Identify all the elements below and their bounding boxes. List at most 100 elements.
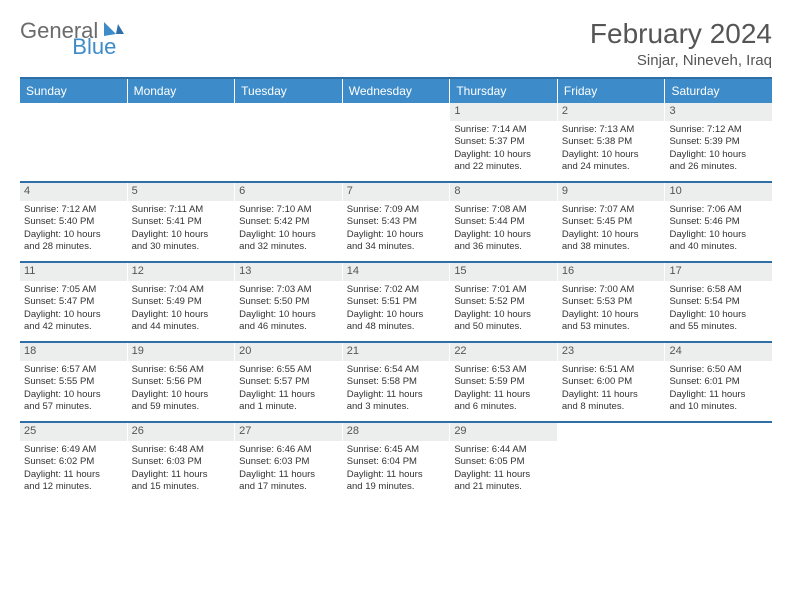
daylight-text: and 48 minutes. <box>347 321 446 333</box>
sunset-text: Sunset: 6:02 PM <box>24 456 123 468</box>
sunset-text: Sunset: 5:50 PM <box>239 296 338 308</box>
calendar-cell: 23Sunrise: 6:51 AMSunset: 6:00 PMDayligh… <box>558 343 666 421</box>
calendar-cell: 18Sunrise: 6:57 AMSunset: 5:55 PMDayligh… <box>20 343 128 421</box>
day-number: 10 <box>665 183 772 201</box>
calendar-cell: 1Sunrise: 7:14 AMSunset: 5:37 PMDaylight… <box>450 103 558 181</box>
daylight-text: Daylight: 10 hours <box>132 389 231 401</box>
day-number: 3 <box>665 103 772 121</box>
cell-body: Sunrise: 6:53 AMSunset: 5:59 PMDaylight:… <box>450 361 557 418</box>
sunrise-text: Sunrise: 7:10 AM <box>239 204 338 216</box>
daylight-text: Daylight: 11 hours <box>239 389 338 401</box>
calendar-week: 18Sunrise: 6:57 AMSunset: 5:55 PMDayligh… <box>20 341 772 421</box>
daylight-text: Daylight: 11 hours <box>669 389 768 401</box>
calendar-cell: 25Sunrise: 6:49 AMSunset: 6:02 PMDayligh… <box>20 423 128 501</box>
daylight-text: and 28 minutes. <box>24 241 123 253</box>
calendar-cell: 20Sunrise: 6:55 AMSunset: 5:57 PMDayligh… <box>235 343 343 421</box>
sunrise-text: Sunrise: 6:54 AM <box>347 364 446 376</box>
daylight-text: and 10 minutes. <box>669 401 768 413</box>
calendar-cell: 26Sunrise: 6:48 AMSunset: 6:03 PMDayligh… <box>128 423 236 501</box>
daylight-text: and 22 minutes. <box>454 161 553 173</box>
calendar-cell: 7Sunrise: 7:09 AMSunset: 5:43 PMDaylight… <box>343 183 451 261</box>
daylight-text: and 53 minutes. <box>562 321 661 333</box>
cell-body: Sunrise: 6:54 AMSunset: 5:58 PMDaylight:… <box>343 361 450 418</box>
sunset-text: Sunset: 5:59 PM <box>454 376 553 388</box>
calendar-week: 11Sunrise: 7:05 AMSunset: 5:47 PMDayligh… <box>20 261 772 341</box>
cell-body: Sunrise: 7:10 AMSunset: 5:42 PMDaylight:… <box>235 201 342 258</box>
calendar-cell: 12Sunrise: 7:04 AMSunset: 5:49 PMDayligh… <box>128 263 236 341</box>
sunrise-text: Sunrise: 7:12 AM <box>24 204 123 216</box>
cell-body: Sunrise: 7:12 AMSunset: 5:40 PMDaylight:… <box>20 201 127 258</box>
daylight-text: Daylight: 10 hours <box>562 229 661 241</box>
cell-body: Sunrise: 6:51 AMSunset: 6:00 PMDaylight:… <box>558 361 665 418</box>
sunset-text: Sunset: 5:49 PM <box>132 296 231 308</box>
daylight-text: Daylight: 11 hours <box>132 469 231 481</box>
daylight-text: and 40 minutes. <box>669 241 768 253</box>
cell-body: Sunrise: 7:06 AMSunset: 5:46 PMDaylight:… <box>665 201 772 258</box>
location-text: Sinjar, Nineveh, Iraq <box>590 52 772 69</box>
day-header: Saturday <box>665 79 772 103</box>
day-number: 26 <box>128 423 235 441</box>
day-number: 6 <box>235 183 342 201</box>
day-number: 22 <box>450 343 557 361</box>
calendar-cell: 14Sunrise: 7:02 AMSunset: 5:51 PMDayligh… <box>343 263 451 341</box>
calendar-cell: 13Sunrise: 7:03 AMSunset: 5:50 PMDayligh… <box>235 263 343 341</box>
daylight-text: Daylight: 10 hours <box>562 309 661 321</box>
sunrise-text: Sunrise: 6:57 AM <box>24 364 123 376</box>
daylight-text: Daylight: 11 hours <box>562 389 661 401</box>
calendar-cell: 4Sunrise: 7:12 AMSunset: 5:40 PMDaylight… <box>20 183 128 261</box>
daylight-text: Daylight: 11 hours <box>24 469 123 481</box>
day-number: 8 <box>450 183 557 201</box>
weeks-container: 1Sunrise: 7:14 AMSunset: 5:37 PMDaylight… <box>20 103 772 501</box>
calendar-cell <box>558 423 666 501</box>
daylight-text: and 30 minutes. <box>132 241 231 253</box>
sunset-text: Sunset: 5:38 PM <box>562 136 661 148</box>
day-number: 16 <box>558 263 665 281</box>
daylight-text: Daylight: 10 hours <box>24 389 123 401</box>
sunset-text: Sunset: 5:42 PM <box>239 216 338 228</box>
cell-body: Sunrise: 7:05 AMSunset: 5:47 PMDaylight:… <box>20 281 127 338</box>
cell-body: Sunrise: 6:57 AMSunset: 5:55 PMDaylight:… <box>20 361 127 418</box>
daylight-text: and 38 minutes. <box>562 241 661 253</box>
cell-body: Sunrise: 6:48 AMSunset: 6:03 PMDaylight:… <box>128 441 235 498</box>
sunset-text: Sunset: 5:39 PM <box>669 136 768 148</box>
cell-body: Sunrise: 7:04 AMSunset: 5:49 PMDaylight:… <box>128 281 235 338</box>
cell-body: Sunrise: 7:07 AMSunset: 5:45 PMDaylight:… <box>558 201 665 258</box>
calendar: SundayMondayTuesdayWednesdayThursdayFrid… <box>20 77 772 501</box>
sunrise-text: Sunrise: 7:03 AM <box>239 284 338 296</box>
sunset-text: Sunset: 5:47 PM <box>24 296 123 308</box>
day-number: 21 <box>343 343 450 361</box>
sunrise-text: Sunrise: 6:44 AM <box>454 444 553 456</box>
calendar-cell: 10Sunrise: 7:06 AMSunset: 5:46 PMDayligh… <box>665 183 772 261</box>
day-number: 17 <box>665 263 772 281</box>
cell-body: Sunrise: 7:03 AMSunset: 5:50 PMDaylight:… <box>235 281 342 338</box>
sunset-text: Sunset: 5:57 PM <box>239 376 338 388</box>
day-number: 7 <box>343 183 450 201</box>
cell-body: Sunrise: 6:46 AMSunset: 6:03 PMDaylight:… <box>235 441 342 498</box>
daylight-text: Daylight: 11 hours <box>454 389 553 401</box>
day-number: 18 <box>20 343 127 361</box>
calendar-cell <box>665 423 772 501</box>
daylight-text: and 19 minutes. <box>347 481 446 493</box>
day-number: 2 <box>558 103 665 121</box>
calendar-cell: 27Sunrise: 6:46 AMSunset: 6:03 PMDayligh… <box>235 423 343 501</box>
calendar-cell: 29Sunrise: 6:44 AMSunset: 6:05 PMDayligh… <box>450 423 558 501</box>
daylight-text: Daylight: 10 hours <box>24 309 123 321</box>
calendar-week: 1Sunrise: 7:14 AMSunset: 5:37 PMDaylight… <box>20 103 772 181</box>
calendar-cell: 17Sunrise: 6:58 AMSunset: 5:54 PMDayligh… <box>665 263 772 341</box>
sunrise-text: Sunrise: 7:05 AM <box>24 284 123 296</box>
calendar-cell: 19Sunrise: 6:56 AMSunset: 5:56 PMDayligh… <box>128 343 236 421</box>
daylight-text: and 55 minutes. <box>669 321 768 333</box>
sunrise-text: Sunrise: 7:11 AM <box>132 204 231 216</box>
daylight-text: and 42 minutes. <box>24 321 123 333</box>
calendar-cell: 9Sunrise: 7:07 AMSunset: 5:45 PMDaylight… <box>558 183 666 261</box>
day-number: 28 <box>343 423 450 441</box>
day-number: 23 <box>558 343 665 361</box>
sunset-text: Sunset: 5:55 PM <box>24 376 123 388</box>
daylight-text: and 57 minutes. <box>24 401 123 413</box>
daylight-text: and 50 minutes. <box>454 321 553 333</box>
cell-body: Sunrise: 7:08 AMSunset: 5:44 PMDaylight:… <box>450 201 557 258</box>
sunrise-text: Sunrise: 6:46 AM <box>239 444 338 456</box>
day-header-row: SundayMondayTuesdayWednesdayThursdayFrid… <box>20 79 772 103</box>
sunrise-text: Sunrise: 7:00 AM <box>562 284 661 296</box>
sunset-text: Sunset: 5:37 PM <box>454 136 553 148</box>
